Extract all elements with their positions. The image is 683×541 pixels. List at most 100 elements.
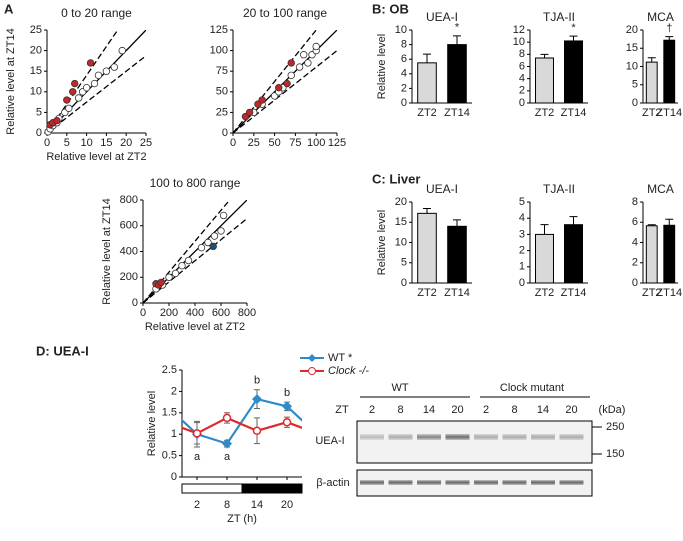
- x-tick-label: 20: [120, 137, 132, 149]
- y-tick-label: 4: [632, 236, 638, 248]
- point: [157, 278, 165, 287]
- panel-label: B: OB: [372, 1, 409, 16]
- point: [222, 438, 232, 449]
- point: [94, 71, 103, 80]
- error-bar: [569, 216, 578, 225]
- panel-label: A: [4, 1, 14, 16]
- y-tick-label: 0: [519, 277, 525, 289]
- bar: [564, 40, 583, 104]
- x-axis-label: ZT (h): [227, 513, 257, 525]
- point: [282, 401, 292, 412]
- y-tick-label: 125: [210, 24, 228, 36]
- y-tick-label: 75: [216, 65, 228, 77]
- x-tick-label: ZT2: [535, 107, 555, 119]
- point: [217, 227, 225, 235]
- error-bar: [647, 57, 656, 63]
- point: [300, 51, 308, 59]
- point: [165, 273, 173, 281]
- point: [65, 104, 73, 112]
- y-tick-label: 1: [171, 428, 177, 440]
- blot-zt: ZT: [335, 404, 349, 416]
- point: [282, 417, 292, 427]
- error-bar: [423, 207, 431, 214]
- bar: [417, 212, 437, 284]
- error-bar: [665, 36, 674, 41]
- band: [502, 434, 527, 440]
- lane-label: 20: [451, 404, 463, 416]
- point-label: b: [254, 375, 260, 387]
- y-tick-label: 0: [401, 97, 407, 109]
- point: [178, 261, 186, 270]
- y-axis-label: Relative level at ZT14: [5, 28, 17, 134]
- y-tick-label: 2: [519, 245, 525, 257]
- panel-label: C: Liver: [372, 171, 420, 186]
- point: [86, 59, 95, 67]
- y-tick-label: 10: [395, 24, 407, 36]
- y-tick-label: 800: [120, 194, 138, 206]
- band: [474, 434, 498, 440]
- point: [283, 79, 291, 88]
- x-tick-label: 800: [238, 307, 256, 319]
- bar: [645, 61, 658, 104]
- y-tick-label: 0: [632, 97, 638, 109]
- x-tick-label: 15: [100, 137, 112, 149]
- y-tick-label: 200: [120, 271, 138, 283]
- y-tick-label: 0: [401, 277, 407, 289]
- point: [82, 83, 91, 92]
- legend-marker: [308, 354, 316, 362]
- error-bar: [540, 53, 549, 58]
- chart-title: UEA-I: [426, 182, 458, 196]
- point: [252, 426, 262, 436]
- x-tick-label: 75: [289, 137, 301, 149]
- y-tick-label: 6: [632, 216, 638, 228]
- lane-label: 14: [423, 404, 435, 416]
- y-tick-label: 0: [36, 127, 42, 139]
- panel-label: D: UEA-I: [36, 343, 89, 358]
- y-tick-label: 15: [626, 42, 638, 54]
- annotation: *: [455, 22, 460, 34]
- band: [388, 434, 413, 440]
- western-blot: WT Clock mutant ZT (kDa) UEA-I β-actin 2…: [315, 382, 625, 497]
- legend-label: Clock -/-: [328, 365, 369, 377]
- bar: [564, 224, 583, 284]
- chart-title: 0 to 20 range: [61, 6, 132, 20]
- x-tick-label: 25: [248, 137, 260, 149]
- point: [304, 59, 312, 67]
- y-tick-label: 15: [395, 216, 407, 228]
- y-tick-label: 2: [401, 82, 407, 94]
- point: [287, 71, 295, 80]
- legend-marker: [308, 367, 316, 375]
- band: [531, 480, 555, 485]
- point-label: a: [194, 451, 201, 463]
- y-tick-label: 100: [210, 45, 228, 57]
- y-axis-label: Relative level: [146, 391, 158, 456]
- error-bar: [647, 224, 656, 226]
- y-tick-label: 8: [519, 48, 525, 60]
- error-bar: [665, 218, 674, 226]
- y-tick-label: 2: [632, 257, 638, 269]
- y-tick-label: 25: [216, 106, 228, 118]
- x-tick-label: ZT2: [642, 107, 662, 119]
- point: [245, 108, 254, 117]
- point: [118, 46, 126, 55]
- point: [197, 243, 206, 252]
- point: [209, 242, 217, 251]
- y-tick-label: 50: [216, 86, 228, 98]
- y-tick-label: 4: [519, 212, 525, 224]
- y-tick-label: 0: [632, 277, 638, 289]
- blot-box: [356, 420, 593, 464]
- x-tick-label: 100: [307, 137, 325, 149]
- x-tick-label: ZT14: [561, 287, 587, 299]
- point: [219, 211, 228, 220]
- x-tick-label: ZT2: [642, 287, 662, 299]
- error-bar: [569, 35, 578, 41]
- lines: [182, 397, 302, 445]
- band: [474, 480, 498, 485]
- x-tick-label: ZT14: [561, 107, 587, 119]
- point: [252, 394, 262, 405]
- band: [360, 434, 384, 440]
- blot-row: UEA-I: [315, 435, 344, 447]
- point: [222, 413, 232, 423]
- point: [69, 88, 77, 96]
- line: [182, 397, 302, 445]
